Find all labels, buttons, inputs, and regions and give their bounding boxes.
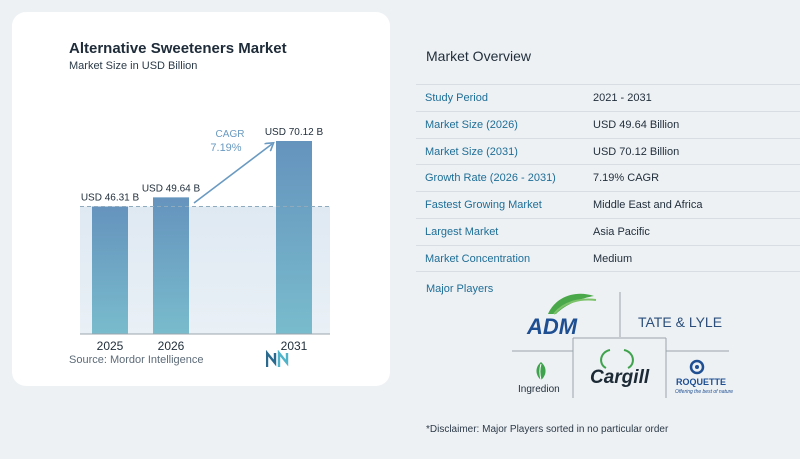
adm-logo-text: ADM — [526, 314, 578, 339]
bar-value-label: USD 49.64 B — [142, 183, 201, 194]
roquette-tagline: Offering the best of nature — [675, 389, 733, 395]
overview-value: 7.19% CAGR — [593, 172, 660, 185]
overview-row-market-size-2026: Market Size (2026) USD 49.64 Billion — [416, 110, 800, 138]
chart-title: Alternative Sweeteners Market — [69, 40, 287, 57]
x-tick-label: 2026 — [158, 339, 185, 353]
market-overview-panel: Market Overview Study Period 2021 - 2031… — [416, 0, 800, 459]
chart-subtitle: Market Size in USD Billion — [69, 60, 198, 72]
overview-label: Market Size (2031) — [425, 145, 518, 158]
bar-2026 — [153, 197, 189, 334]
major-players-logos: ADM TATE & LYLE Ingredion Cargill ROQUET… — [512, 292, 733, 398]
overview-label: Growth Rate (2026 - 2031) — [425, 172, 556, 185]
cargill-logo-text: Cargill — [590, 367, 650, 388]
overview-row-growth-rate: Growth Rate (2026 - 2031) 7.19% CAGR — [416, 164, 800, 191]
bar-value-label: USD 70.12 B — [265, 127, 324, 138]
ingredion-logo-text: Ingredion — [518, 384, 560, 395]
overview-title: Market Overview — [426, 48, 532, 64]
x-tick-label: 2031 — [281, 339, 308, 353]
roquette-logo-text: ROQUETTE — [676, 377, 726, 387]
x-tick-label: 2025 — [97, 339, 124, 353]
overview-label: Fastest Growing Market — [425, 199, 542, 212]
cagr-value: 7.19% — [210, 142, 241, 154]
ingredion-logo-icon: Ingredion — [518, 362, 560, 395]
overview-label: Market Size (2026) — [425, 118, 518, 131]
overview-value: Medium — [593, 252, 633, 265]
major-players-title: Major Players — [426, 283, 494, 295]
tate-and-lyle-logo-text: TATE & LYLE — [638, 314, 722, 330]
overview-label: Market Concentration — [425, 252, 531, 265]
bar-chart: USD 46.31 B 2025 USD 49.64 B 2026 USD 70.12 … — [80, 127, 330, 353]
overview-row-concentration: Market Concentration Medium — [416, 244, 800, 272]
bar-value-label: USD 46.31 B — [81, 193, 140, 204]
mordor-intelligence-logo-icon — [266, 350, 289, 367]
overview-value: Asia Pacific — [593, 225, 650, 238]
adm-logo-icon: ADM — [526, 293, 597, 339]
bar-2031 — [276, 141, 312, 334]
source-text: Source: Mordor Intelligence — [69, 354, 204, 366]
overview-row-market-size-2031: Market Size (2031) USD 70.12 Billion — [416, 137, 800, 165]
bar-2025 — [92, 206, 128, 334]
overview-row-study-period: Study Period 2021 - 2031 — [416, 84, 800, 111]
overview-value: USD 70.12 Billion — [593, 145, 680, 158]
cargill-logo-icon: Cargill — [590, 349, 650, 388]
overview-row-fastest-growing: Fastest Growing Market Middle East and A… — [416, 191, 800, 218]
cagr-label: CAGR — [216, 129, 245, 140]
overview-label: Study Period — [425, 92, 488, 104]
overview-value: 2021 - 2031 — [593, 92, 652, 104]
overview-value: Middle East and Africa — [593, 199, 703, 212]
overview-value: USD 49.64 Billion — [593, 118, 680, 131]
roquette-logo-icon: ROQUETTE Offering the best of nature — [675, 359, 733, 395]
cagr-arrow-icon — [193, 144, 272, 204]
overview-row-largest-market: Largest Market Asia Pacific — [416, 217, 800, 245]
overview-label: Largest Market — [425, 225, 499, 238]
overview-table: Study Period 2021 - 2031 Market Size (20… — [416, 84, 800, 272]
disclaimer-text: *Disclaimer: Major Players sorted in no … — [426, 424, 669, 435]
